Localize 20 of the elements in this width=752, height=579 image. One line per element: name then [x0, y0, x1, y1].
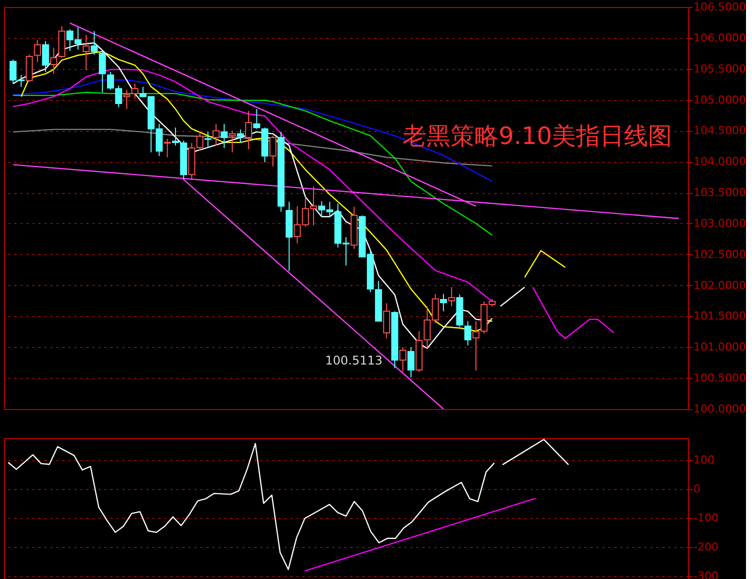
text: 老黑策略9.10美指日线图 — [402, 122, 672, 150]
y-tick-label: 100.0000 — [694, 402, 746, 416]
y-tick-label: 105.5000 — [694, 62, 746, 76]
y-tick-label: -200 — [694, 540, 718, 554]
y-tick-label: 106.5000 — [694, 0, 746, 14]
y-tick-label: 104.0000 — [694, 155, 746, 168]
y-tick-label: 106.0000 — [694, 31, 746, 44]
y-tick-label: 101.5000 — [694, 310, 746, 323]
y-tick-label: 101.0000 — [694, 340, 746, 354]
y-tick-label: 0 — [694, 482, 700, 496]
y-tick-label: 103.0000 — [694, 216, 746, 230]
y-tick-label: 104.5000 — [694, 124, 746, 138]
y-tick-label: 102.0000 — [694, 278, 746, 292]
y-tick-label: 103.5000 — [694, 186, 746, 200]
y-tick-label: 100.5000 — [694, 372, 746, 385]
y-tick-label: -100 — [694, 511, 718, 524]
y-tick-label: 100 — [694, 453, 714, 466]
y-tick-label: 105.0000 — [694, 93, 746, 106]
y-tick-label: 102.5000 — [694, 248, 746, 261]
annotation: 100.5113 — [325, 353, 383, 368]
